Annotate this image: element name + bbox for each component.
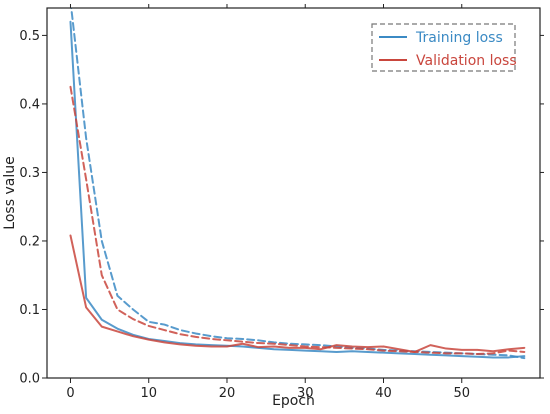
x-axis-title: Epoch (272, 393, 315, 409)
x-tick-label: 30 (297, 386, 314, 401)
y-tick-label: 0.0 (19, 372, 40, 387)
x-tick-label: 10 (140, 386, 157, 401)
x-tick-label: 40 (375, 386, 392, 401)
ticks-layer: 0 10 20 30 40 50 0.0 0.1 0.2 0.3 0.4 0.5 (19, 4, 544, 401)
y-axis-title: Loss value (2, 156, 18, 229)
x-tick-label: 20 (219, 386, 236, 401)
plot-frame (46, 7, 541, 379)
y-tick-label: 0.3 (19, 166, 40, 181)
y-tick-label: 0.1 (19, 303, 40, 318)
legend-frame (371, 23, 516, 72)
y-tick-label: 0.5 (19, 29, 40, 44)
y-tick-label: 0.2 (19, 234, 40, 249)
legend-label-validation: Validation loss (416, 53, 517, 69)
series-line-3-dashed (69, 85, 526, 356)
x-tick-label: 0 (66, 386, 74, 401)
x-tick-label: 50 (453, 386, 470, 401)
series-layer (69, 8, 526, 360)
series-line-2-solid (69, 234, 526, 353)
legend-label-training: Training loss (415, 30, 503, 46)
y-tick-label: 0.4 (19, 97, 40, 112)
legend: Training loss Validation loss (371, 23, 517, 72)
